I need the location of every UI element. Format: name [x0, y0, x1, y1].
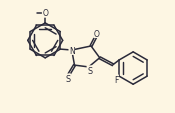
Text: S: S	[87, 66, 92, 75]
Text: O: O	[42, 9, 48, 18]
Text: F: F	[114, 75, 119, 84]
Text: N: N	[69, 46, 75, 55]
Text: S: S	[65, 74, 71, 83]
Text: O: O	[94, 29, 100, 38]
